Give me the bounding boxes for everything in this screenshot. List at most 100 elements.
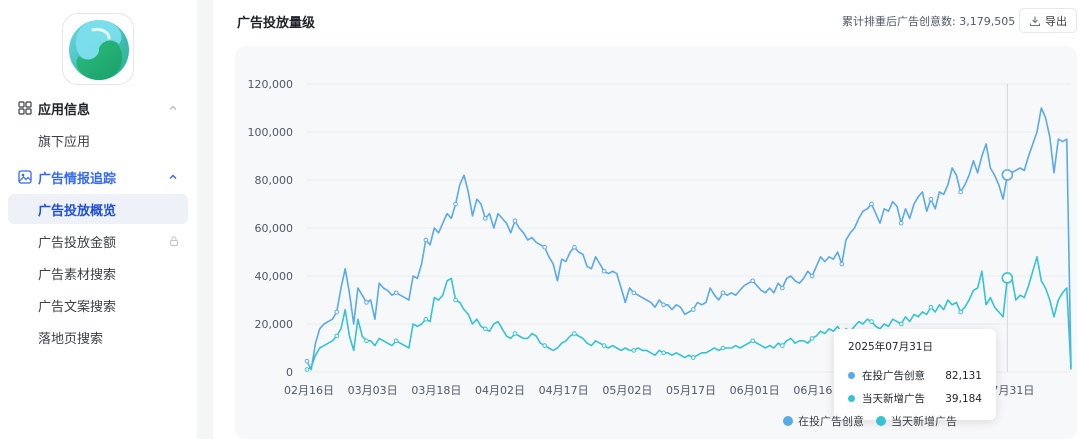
data-point — [780, 343, 785, 348]
main-panel: 广告投放量级 累计排重后广告创意数: 3,179,505 导出 120,000 1… — [213, 0, 1080, 439]
tooltip-row: 在投广告创意 82,131 — [848, 368, 982, 383]
series-lines — [306, 107, 1072, 371]
data-point — [542, 343, 547, 348]
data-point — [958, 309, 963, 315]
y-axis-ticks: 120,000 100,000 80,000 60,000 40,000 20,000 0 — [248, 78, 294, 379]
series-line-active-creatives — [306, 107, 1072, 371]
nav-item-landing-search[interactable]: 落地页搜索 — [8, 322, 188, 352]
legend-label: 当天新增广告 — [891, 415, 957, 428]
nav-item-label: 落地页搜索 — [38, 331, 104, 347]
data-point — [393, 290, 399, 296]
tooltip-series-name: 在投广告创意 — [862, 370, 925, 382]
export-button[interactable]: 导出 — [1019, 8, 1077, 33]
data-point — [898, 321, 904, 327]
data-point — [393, 338, 399, 344]
export-label: 导出 — [1045, 14, 1067, 28]
tooltip-series-name: 当天新增广告 — [862, 393, 925, 405]
grid-icon — [18, 101, 32, 115]
y-tick-label: 60,000 — [255, 222, 294, 235]
data-point — [661, 302, 666, 308]
data-point — [423, 237, 429, 243]
data-point — [334, 309, 340, 315]
nav-item-label: 广告投放金额 — [38, 235, 117, 251]
image-icon — [18, 170, 32, 184]
highlight-point — [1001, 169, 1014, 181]
legend-item-active-creatives[interactable]: 在投广告创意 — [783, 413, 864, 429]
data-point — [304, 367, 310, 372]
data-point — [453, 297, 458, 303]
data-point — [601, 268, 607, 274]
data-point — [482, 326, 488, 332]
series-dot — [848, 395, 855, 402]
hover-markers — [304, 169, 1014, 372]
data-point — [780, 285, 785, 291]
data-point — [690, 307, 696, 312]
nav-group-label: 应用信息 — [38, 102, 91, 118]
data-point — [542, 244, 547, 250]
sidebar: 应用信息 旗下应用 广告情报追踪 广告投放概览 广告投放金额 广告素材搜索 广告… — [0, 0, 197, 439]
data-point — [423, 316, 429, 322]
data-point — [601, 343, 607, 348]
chart-legend: 在投广告创意 当天新增广告 — [783, 413, 969, 429]
data-point — [809, 273, 815, 279]
stat-value: 3,179,505 — [959, 15, 1016, 28]
chart-tooltip: 2025年07月31日 在投广告创意 82,131 当天新增广告 39,184 — [834, 329, 996, 420]
nav-item-material-search[interactable]: 广告素材搜索 — [8, 258, 188, 288]
nav-item-copy-search[interactable]: 广告文案搜索 — [8, 290, 188, 320]
data-point — [661, 350, 666, 356]
legend-label: 在投广告创意 — [798, 415, 864, 428]
app-logo[interactable] — [62, 13, 134, 85]
data-point — [750, 278, 755, 284]
data-point — [631, 290, 637, 296]
nav-item-ad-overview[interactable]: 广告投放概览 — [8, 194, 188, 224]
x-tick-label: 06月01日 — [730, 384, 780, 397]
nav-item-ad-spend[interactable]: 广告投放金额 — [8, 226, 188, 256]
data-point — [720, 345, 726, 351]
nav-item-label: 广告素材搜索 — [38, 267, 117, 283]
tooltip-row: 当天新增广告 39,184 — [848, 391, 982, 406]
data-point — [512, 331, 518, 336]
y-tick-label: 80,000 — [255, 174, 294, 187]
x-tick-label: 02月16日 — [284, 384, 334, 397]
data-point — [334, 333, 340, 339]
x-tick-label: 03月18日 — [411, 384, 461, 397]
chevron-up-icon — [169, 105, 177, 110]
nav-item-apps[interactable]: 旗下应用 — [8, 125, 188, 155]
tooltip-date: 2025年07月31日 — [848, 341, 933, 353]
y-tick-label: 0 — [286, 366, 293, 379]
data-point — [453, 201, 458, 207]
line-chart[interactable]: 120,000100,00080,00060,00040,00020,0000 … — [235, 46, 1077, 439]
data-point — [631, 348, 637, 353]
tooltip-series-value: 39,184 — [945, 392, 982, 405]
data-point — [364, 338, 369, 344]
chart-card: 120,000 100,000 80,000 60,000 40,000 20,000 0 … — [235, 46, 1077, 439]
app-logo-icon — [69, 20, 129, 80]
data-point — [869, 201, 874, 207]
nav-item-label: 广告投放概览 — [38, 203, 117, 219]
series-line-new-ads — [306, 256, 1072, 371]
data-point — [482, 216, 488, 221]
y-tick-label: 120,000 — [248, 78, 294, 91]
x-tick-label: 04月02日 — [475, 384, 525, 397]
legend-dot — [876, 416, 886, 426]
data-point — [898, 220, 904, 226]
highlight-point — [1001, 272, 1014, 284]
data-point — [572, 331, 577, 336]
download-icon — [1029, 16, 1041, 26]
x-tick-label: 07月31日 — [984, 384, 1034, 397]
legend-dot — [783, 416, 793, 426]
chevron-up-icon — [169, 174, 177, 179]
nav-item-label: 旗下应用 — [38, 134, 91, 150]
y-tick-label: 40,000 — [255, 270, 294, 283]
y-tick-label: 20,000 — [255, 318, 294, 331]
page-title: 广告投放量级 — [237, 16, 316, 31]
x-tick-label: 05月17日 — [666, 384, 716, 397]
x-tick-label: 05月02日 — [602, 384, 652, 397]
y-tick-label: 100,000 — [248, 126, 294, 139]
nav-group-app-info[interactable]: 应用信息 — [0, 93, 197, 123]
data-point — [839, 261, 845, 267]
nav-item-label: 广告文案搜索 — [38, 299, 117, 315]
data-point — [720, 290, 726, 296]
legend-item-new-ads[interactable]: 当天新增广告 — [876, 413, 957, 429]
nav-group-ad-tracking[interactable]: 广告情报追踪 — [0, 162, 197, 192]
